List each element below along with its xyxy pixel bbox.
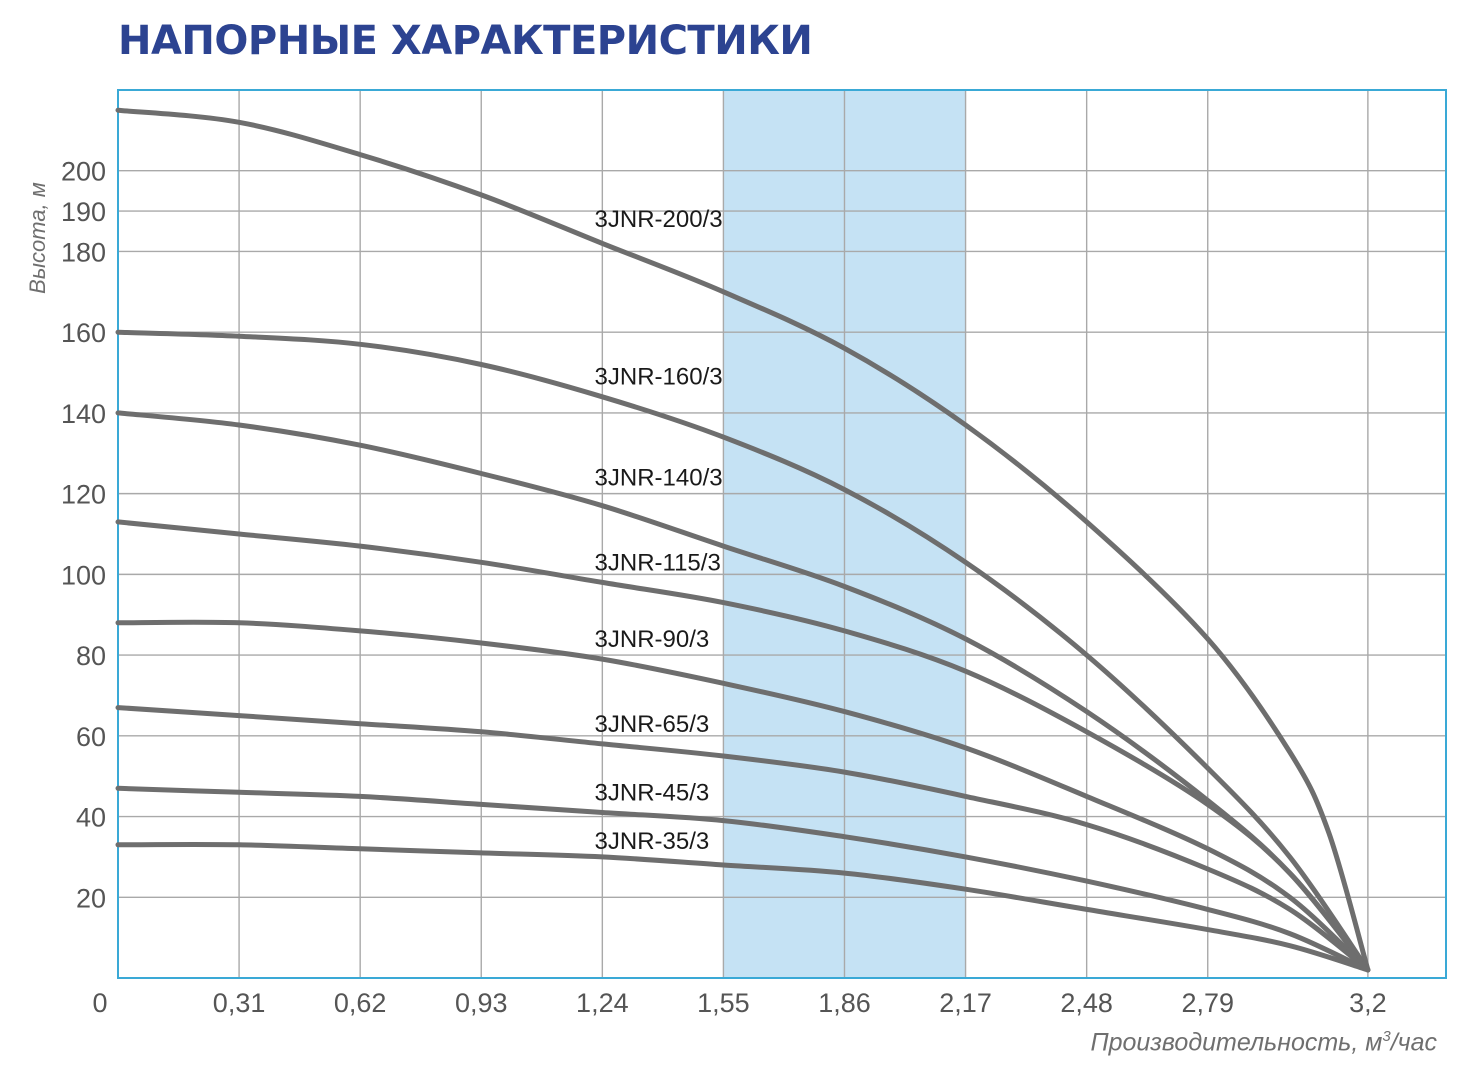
plot-frame (117, 89, 1447, 979)
y-tick-label: 40 (76, 803, 106, 833)
series-line (115, 107, 1371, 973)
y-tick-label: 190 (61, 197, 106, 227)
x-tick-label: 1,55 (697, 988, 750, 1018)
series-layer (115, 107, 1371, 973)
series-label: 3JNR-115/3 (595, 549, 721, 576)
chart-title: НАПОРНЫЕ ХАРАКТЕРИСТИКИ (118, 18, 813, 64)
series-line (115, 410, 1371, 973)
x-tick-label: 2,48 (1060, 988, 1113, 1018)
grid-layer (118, 90, 1446, 978)
y-tick-label: 100 (61, 560, 106, 590)
series-label-layer: 3JNR-200/3 3JNR-160/3 3JNR-140/3 3JNR-115/3… (595, 206, 723, 855)
frame-layer (117, 89, 1447, 979)
series-label: 3JNR-200/3 (595, 206, 723, 233)
x-tick-label: 0,31 (213, 988, 266, 1018)
x-tick-label: 0,62 (334, 988, 387, 1018)
y-tick-label: 180 (61, 237, 106, 267)
series-label: 3JNR-160/3 (595, 364, 723, 391)
x-tick-label: 2,17 (939, 988, 992, 1018)
x-tick-label: 2,79 (1181, 988, 1234, 1018)
x-axis-label-sup: 3 (1382, 1028, 1391, 1045)
x-tick-label: 1,24 (576, 988, 629, 1018)
series-line (115, 519, 1371, 973)
y-tick-label: 140 (61, 399, 106, 429)
x-tick-label: 1,86 (818, 988, 871, 1018)
series-label: 3JNR-45/3 (595, 779, 710, 806)
series-label: 3JNR-140/3 (595, 465, 723, 492)
y-tick-label: 160 (61, 318, 106, 348)
x-tick-label: 0,93 (455, 988, 508, 1018)
series-label: 3JNR-35/3 (595, 828, 710, 855)
y-tick-label: 20 (76, 883, 106, 913)
x-tick-label: 3,2 (1349, 988, 1387, 1018)
series-line (115, 785, 1371, 973)
x-origin-label: 0 (92, 988, 107, 1018)
series-line (115, 841, 1371, 973)
y-tick-label: 80 (76, 641, 106, 671)
x-axis-label-tail: /час (1390, 1028, 1437, 1057)
series-line (115, 705, 1371, 973)
series-line (115, 619, 1371, 973)
y-tick-label: 120 (61, 480, 106, 510)
tick-layer: 0,31 0,62 0,93 1,24 1,55 1,86 2,17 2,48 2,79 3,2 0… (61, 157, 1387, 1018)
y-tick-label: 200 (61, 157, 106, 187)
series-label: 3JNR-65/3 (595, 711, 710, 738)
y-tick-label: 60 (76, 722, 106, 752)
x-axis-label: Производительность, м3/час (1090, 1028, 1437, 1057)
x-axis-label-main: Производительность, м (1090, 1028, 1383, 1057)
series-line (115, 329, 1371, 973)
series-label: 3JNR-90/3 (595, 626, 710, 653)
